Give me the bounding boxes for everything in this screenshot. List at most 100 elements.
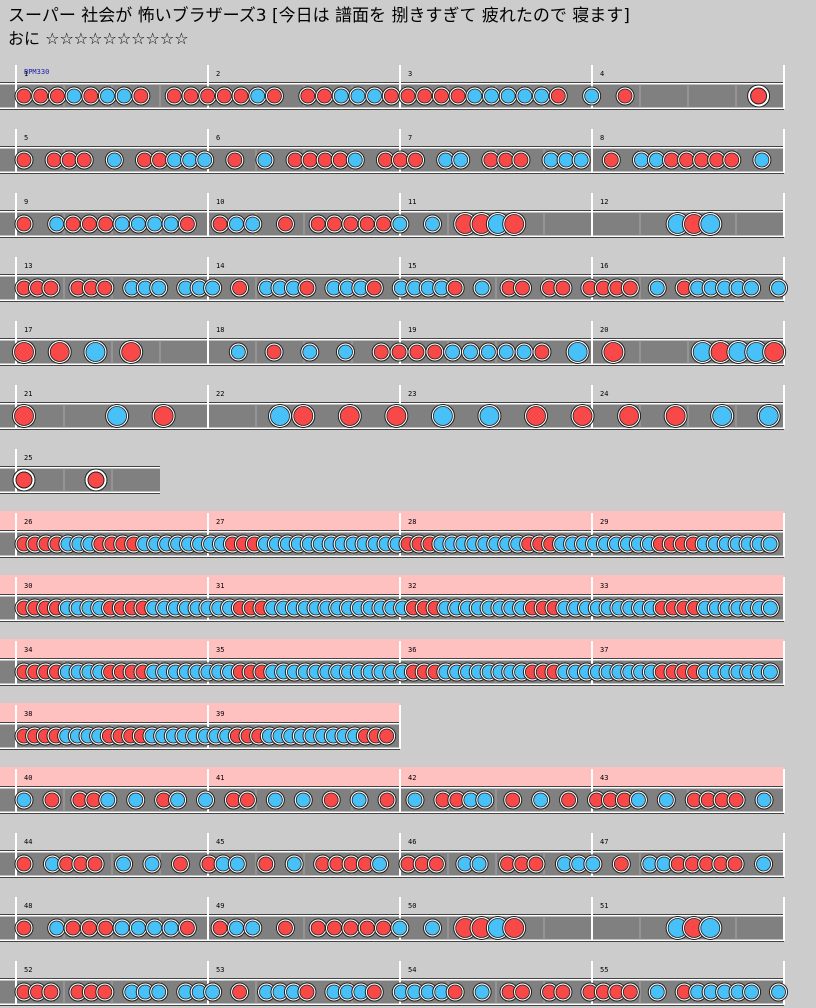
big-ka-note [700, 214, 721, 234]
measure-number: 54 [408, 966, 416, 974]
don-note [409, 344, 425, 360]
ka-note [771, 280, 786, 296]
don-note [43, 280, 59, 296]
ka-note [351, 792, 367, 808]
don-note [240, 792, 255, 808]
lane-shadow-top [0, 594, 784, 595]
chart-row: 13 14 15 16 [0, 257, 789, 302]
don-note [613, 856, 629, 872]
measure-number: 23 [408, 390, 416, 398]
measure-number: 45 [216, 838, 224, 846]
ka-note [392, 216, 408, 232]
measure-number: 48 [24, 902, 32, 910]
chart-row: 48 49 50 51 [0, 897, 785, 942]
measure-number: 44 [24, 838, 32, 846]
measure-number: 8 [600, 134, 604, 142]
don-note [227, 152, 243, 168]
measure-number: 42 [408, 774, 416, 782]
ka-note [100, 88, 115, 104]
measure-number: 32 [408, 582, 416, 590]
don-note [137, 152, 152, 168]
don-note [400, 88, 416, 104]
ka-note [229, 920, 244, 936]
big-don-note [293, 406, 314, 426]
chart-row: 5 6 7 8 [0, 129, 785, 174]
don-note [515, 280, 530, 296]
don-note [33, 88, 49, 104]
ka-note [257, 152, 273, 168]
measure-number: 41 [216, 774, 224, 782]
lane-shadow-top [0, 338, 784, 339]
ka-note [480, 344, 496, 360]
measure-number: 25 [24, 454, 32, 462]
measure-number: 51 [600, 902, 608, 910]
don-note [16, 920, 32, 936]
lane-shadow-top [0, 786, 784, 787]
lane-shadow-bottom [0, 237, 784, 238]
measure-number: 27 [216, 518, 224, 526]
don-note [483, 152, 499, 168]
don-note [327, 920, 342, 936]
big-don-note [504, 214, 525, 234]
ka-note [170, 792, 186, 808]
ka-note [230, 344, 246, 360]
gogo-band [0, 767, 784, 787]
big-don-note [121, 342, 142, 362]
chart-row: 21 22 23 24 [0, 385, 785, 430]
don-note [332, 152, 348, 168]
ka-note [425, 216, 440, 232]
ka-note [144, 856, 160, 872]
lane-shadow-bottom [0, 621, 784, 622]
ka-note [167, 152, 182, 168]
ka-note [649, 280, 665, 296]
don-note [376, 920, 391, 936]
ka-note [634, 152, 649, 168]
don-note [679, 152, 694, 168]
measure-number: 16 [600, 262, 608, 270]
ka-note [229, 216, 244, 232]
ka-note [245, 216, 261, 232]
ka-note [114, 216, 130, 232]
don-note [317, 88, 332, 104]
don-note [550, 88, 566, 104]
ka-note [471, 856, 487, 872]
measure-number: 17 [24, 326, 32, 334]
ka-note [474, 984, 490, 1000]
don-note [43, 984, 59, 1000]
measure-number: 43 [600, 774, 608, 782]
big-don-note [603, 342, 624, 362]
don-note [603, 152, 619, 168]
lane-shadow-top [0, 850, 784, 851]
big-don-note [526, 406, 546, 426]
ka-note [754, 152, 770, 168]
don-note [379, 728, 395, 744]
measure-number: 13 [24, 262, 32, 270]
ka-note [762, 536, 778, 552]
don-note [65, 920, 81, 936]
ka-note [744, 280, 759, 296]
ka-note [16, 792, 32, 808]
ka-note [756, 856, 771, 872]
big-don-note [572, 406, 593, 426]
ka-note [205, 984, 221, 1000]
don-note [233, 88, 249, 104]
don-note [450, 88, 466, 104]
measure-number: 21 [24, 390, 32, 398]
ka-note [453, 152, 469, 168]
don-note [76, 152, 92, 168]
don-note [173, 856, 188, 872]
ka-note [333, 88, 349, 104]
big-don-note [49, 342, 70, 362]
big-don-note [504, 918, 525, 938]
measure-number: 33 [600, 582, 608, 590]
ka-note [584, 88, 600, 104]
don-note [133, 88, 149, 104]
ka-note [147, 216, 163, 232]
don-note [299, 280, 315, 296]
ka-note [474, 280, 490, 296]
ka-note [477, 792, 493, 808]
measure-number: 36 [408, 646, 416, 654]
ka-note [198, 792, 213, 808]
lane-shadow-top [0, 978, 784, 979]
ka-note [438, 152, 454, 168]
